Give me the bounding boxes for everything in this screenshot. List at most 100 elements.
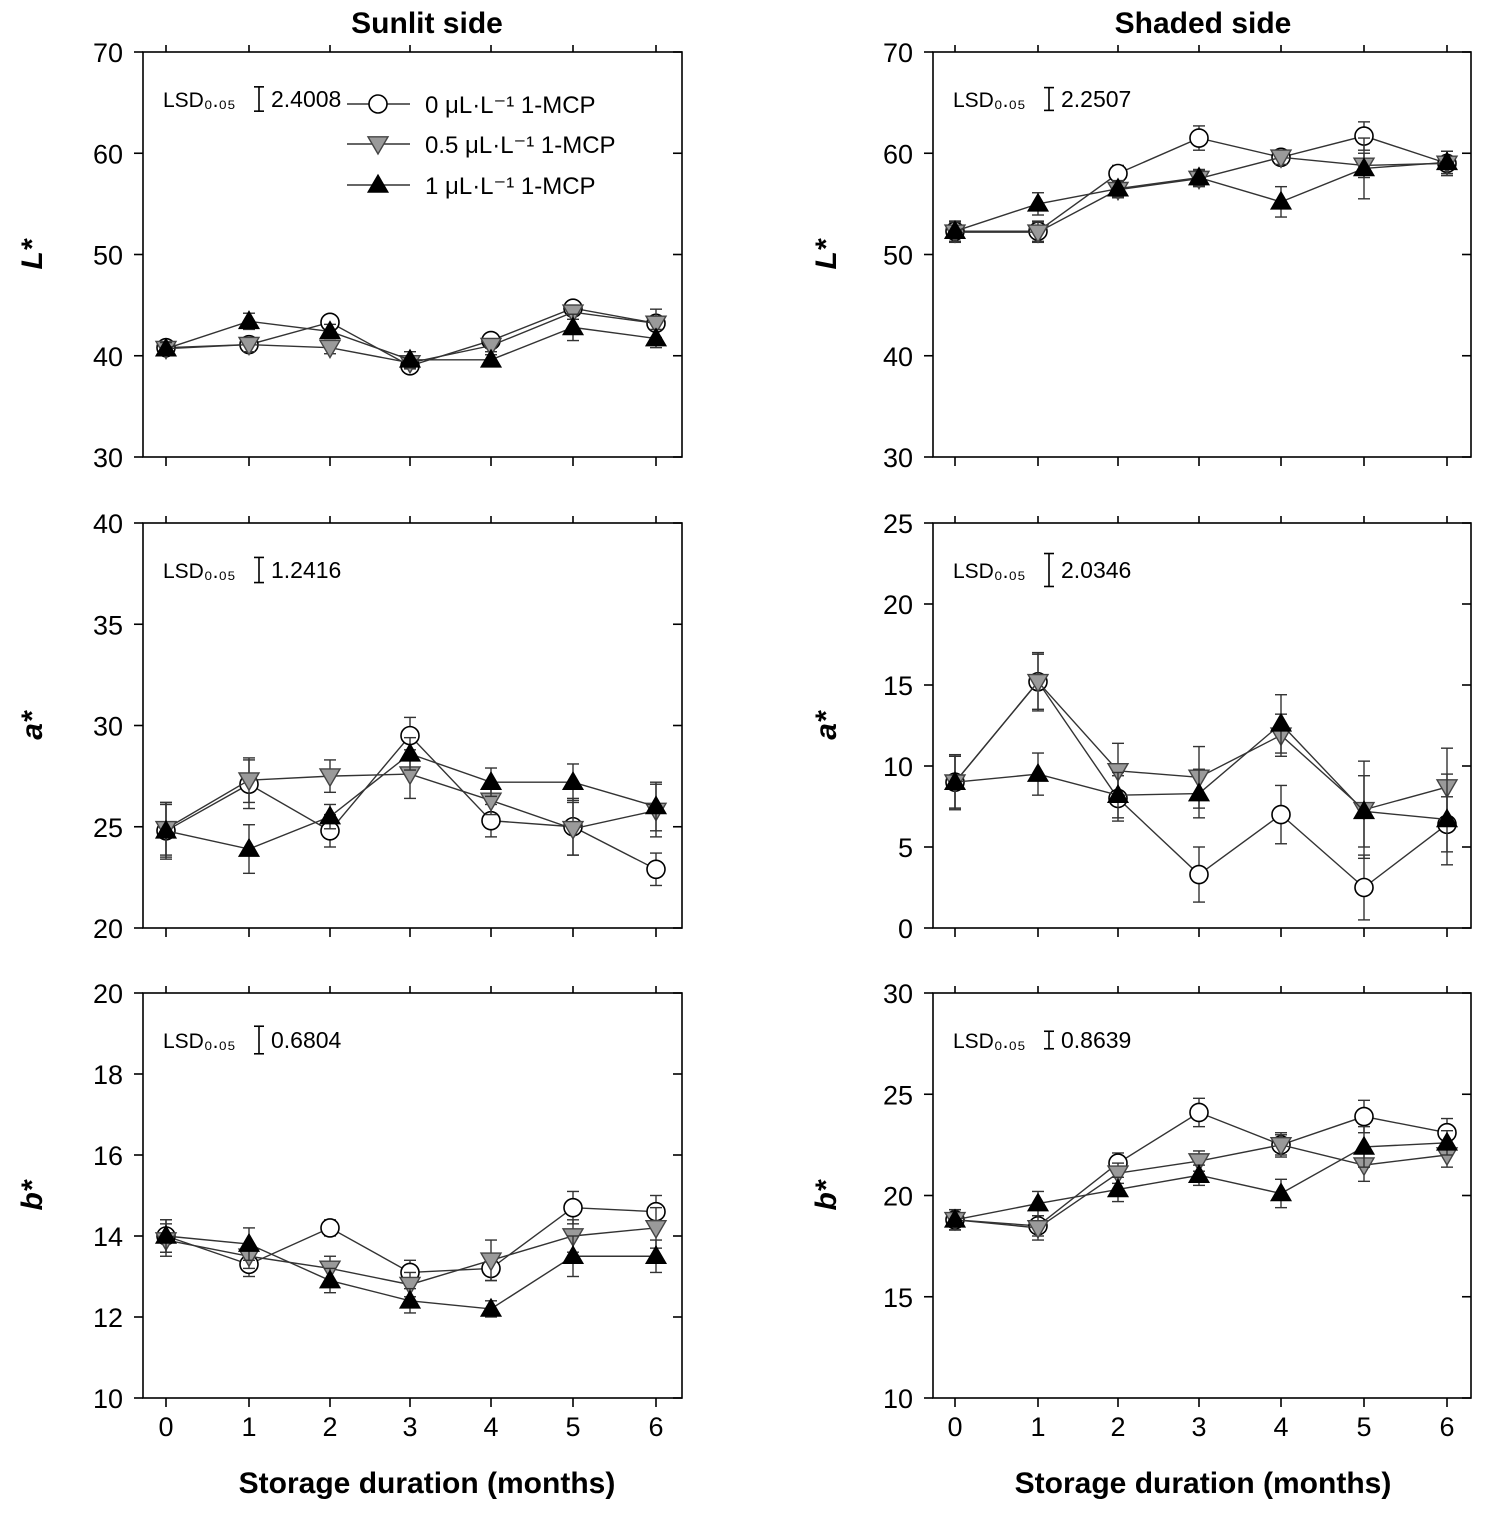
plot-frame	[932, 51, 1472, 458]
chart-panel-0: 30 40 50 60 70 L* LSD₀.₀₅ 2.4008 0 μL·L⁻¹ 1-MCP 0…	[16, 38, 683, 473]
plot-frame	[932, 992, 1472, 1399]
chart-panel-1: 30 40 50 60 70 L* LSD₀.₀₅ 2.2507	[810, 38, 1472, 473]
y-tick-label: 0	[898, 914, 913, 944]
data-point	[1189, 864, 1209, 885]
lsd-label: LSD₀.₀₅	[953, 89, 1026, 112]
data-point	[479, 348, 503, 368]
data-point	[1189, 128, 1209, 148]
data-point	[479, 1297, 503, 1317]
data-point	[1269, 149, 1293, 169]
x-axis-label-sunlit: Storage duration (months)	[239, 1467, 616, 1500]
data-point	[237, 336, 261, 357]
data-point	[943, 1208, 967, 1228]
y-tick-label: 30	[883, 979, 913, 1009]
y-tick-label: 70	[93, 38, 123, 68]
data-point	[1026, 1192, 1050, 1212]
series-2	[943, 694, 1459, 866]
y-axis-label: b*	[810, 1179, 843, 1210]
data-point	[943, 220, 967, 240]
legend-label: 0.5 μL·L⁻¹ 1-MCP	[425, 132, 616, 159]
y-tick-label: 14	[93, 1222, 123, 1252]
lsd-value: 0.8639	[1061, 1027, 1131, 1053]
data-point	[644, 315, 668, 335]
plot-frame	[932, 522, 1472, 929]
legend-marker	[366, 136, 390, 156]
data-point	[398, 348, 422, 368]
y-tick-label: 25	[883, 509, 913, 539]
chart-panel-2: 20 25 30 35 40 a* LSD₀.₀₅ 1.2416	[16, 509, 683, 944]
data-point	[1026, 673, 1050, 694]
data-point	[1269, 190, 1293, 210]
data-point	[398, 742, 422, 762]
data-point	[318, 768, 342, 788]
lsd-value: 2.4008	[271, 86, 341, 112]
data-point	[1435, 808, 1459, 828]
y-axis-label: b*	[16, 1179, 49, 1210]
y-tick-label: 40	[883, 342, 913, 372]
y-tick-label: 5	[898, 833, 913, 863]
data-point	[1026, 1219, 1050, 1240]
data-point	[561, 316, 585, 336]
data-point	[479, 771, 503, 791]
y-tick-label: 25	[883, 1080, 913, 1110]
chart-panel-3: 0 5 10 15 20 25 a* LSD₀.₀₅ 2.0346	[810, 509, 1472, 944]
y-axis-label: a*	[16, 710, 49, 740]
data-point	[1269, 712, 1293, 732]
data-point	[1026, 762, 1050, 782]
legend-marker	[368, 94, 388, 114]
data-point	[1106, 1178, 1130, 1198]
data-point	[644, 1219, 668, 1240]
data-point	[1435, 1131, 1459, 1151]
y-tick-label: 20	[93, 979, 123, 1009]
y-tick-label: 60	[93, 139, 123, 169]
series-1	[943, 653, 1459, 860]
data-point	[943, 771, 967, 791]
data-point	[561, 771, 585, 791]
legend-item-0: 0 μL·L⁻¹ 1-MCP	[347, 92, 596, 119]
y-tick-label: 50	[93, 241, 123, 271]
y-tick-label: 60	[883, 139, 913, 169]
y-axis-label: L*	[16, 238, 49, 269]
data-point	[1106, 1165, 1130, 1185]
data-point	[237, 310, 261, 330]
data-point	[1271, 804, 1291, 825]
lsd-label: LSD₀.₀₅	[163, 89, 236, 112]
data-point	[1352, 157, 1376, 177]
data-point	[318, 805, 342, 825]
y-tick-label: 20	[883, 1182, 913, 1212]
data-point	[398, 1276, 422, 1296]
lsd-value: 2.2507	[1061, 86, 1131, 112]
lsd-label: LSD₀.₀₅	[163, 1030, 236, 1053]
x-tick-label: 4	[483, 1412, 498, 1442]
data-point	[1026, 224, 1050, 244]
data-point	[646, 859, 666, 880]
plot-frame	[142, 992, 683, 1399]
series-1	[154, 749, 668, 856]
plot-frame	[142, 51, 683, 458]
y-tick-label: 35	[93, 610, 123, 640]
data-point	[154, 819, 178, 839]
legend-label: 0 μL·L⁻¹ 1-MCP	[425, 92, 596, 119]
x-tick-label: 2	[322, 1412, 337, 1442]
x-tick-label: 0	[158, 1412, 173, 1442]
legend-item-2: 1 μL·L⁻¹ 1-MCP	[347, 173, 596, 200]
data-point	[318, 1269, 342, 1289]
data-point	[1435, 151, 1459, 171]
lsd-value: 2.0346	[1061, 557, 1131, 583]
y-tick-label: 16	[93, 1141, 123, 1171]
data-point	[644, 1245, 668, 1265]
y-tick-label: 12	[93, 1303, 123, 1333]
series-2	[154, 310, 668, 369]
data-point	[1269, 1182, 1293, 1202]
y-tick-label: 20	[93, 914, 123, 944]
data-point	[563, 1197, 583, 1218]
x-tick-label: 2	[1110, 1412, 1125, 1442]
chart-panel-5: 10 15 20 25 30 0 1 2 3 4 5 6 b* LSD₀.₀₅ 0.8639	[810, 979, 1472, 1442]
legend-marker	[366, 173, 390, 193]
y-tick-label: 10	[93, 1384, 123, 1414]
lsd-label: LSD₀.₀₅	[163, 560, 236, 583]
data-point	[479, 337, 503, 358]
data-point	[644, 795, 668, 815]
